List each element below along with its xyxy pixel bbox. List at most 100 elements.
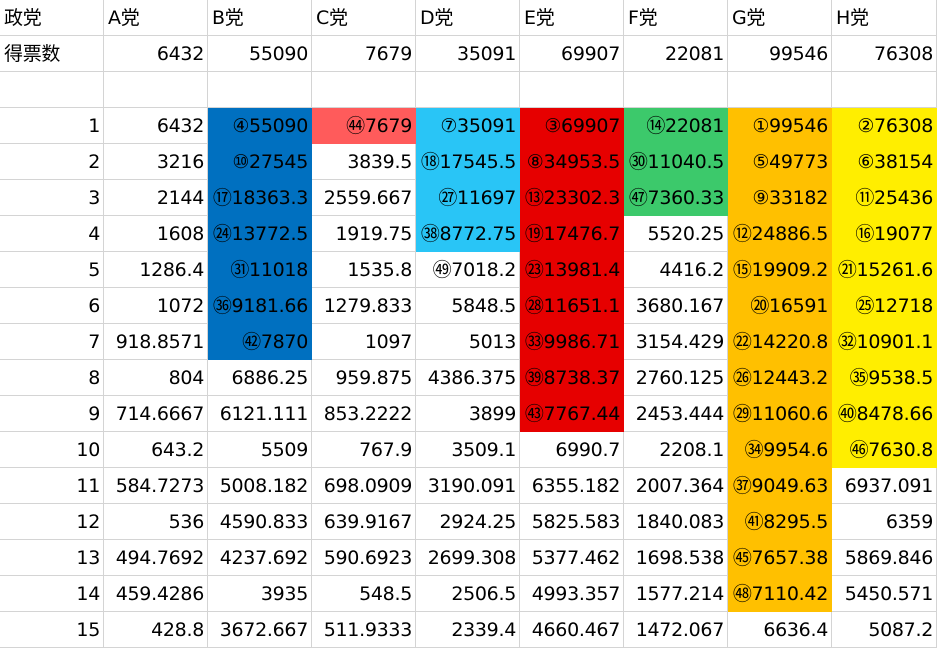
quotient-cell[interactable]: ㊻7630.8 — [832, 432, 937, 468]
quotient-cell[interactable]: 2339.4 — [416, 612, 520, 648]
quotient-cell[interactable]: ㊺7657.38 — [728, 540, 832, 576]
quotient-cell[interactable]: ①99546 — [728, 108, 832, 144]
quotient-cell[interactable]: 6359 — [832, 504, 937, 540]
quotient-cell[interactable]: 3899 — [416, 396, 520, 432]
quotient-cell[interactable]: 6990.7 — [520, 432, 624, 468]
quotient-cell[interactable]: 5520.25 — [624, 216, 728, 252]
quotient-cell[interactable]: 3190.091 — [416, 468, 520, 504]
quotient-cell[interactable]: ⑮19909.2 — [728, 252, 832, 288]
quotient-cell[interactable]: ㉖12443.2 — [728, 360, 832, 396]
quotient-cell[interactable]: ㉘11651.1 — [520, 288, 624, 324]
row-index-cell[interactable]: 6 — [0, 288, 104, 324]
quotient-cell[interactable]: 4993.357 — [520, 576, 624, 612]
quotient-cell[interactable]: ㊼7360.33 — [624, 180, 728, 216]
votes-value-cell[interactable]: 7679 — [312, 36, 416, 72]
quotient-cell[interactable]: 3680.167 — [624, 288, 728, 324]
quotient-cell[interactable]: 3509.1 — [416, 432, 520, 468]
quotient-cell[interactable]: ⑨33182 — [728, 180, 832, 216]
quotient-cell[interactable]: 5013 — [416, 324, 520, 360]
quotient-cell[interactable]: 1072 — [104, 288, 208, 324]
quotient-cell[interactable]: 853.2222 — [312, 396, 416, 432]
party-header-cell[interactable]: F党 — [624, 0, 728, 36]
empty-cell[interactable] — [624, 72, 728, 108]
empty-cell[interactable] — [832, 72, 937, 108]
quotient-cell[interactable]: ㉓13981.4 — [520, 252, 624, 288]
quotient-cell[interactable]: 1535.8 — [312, 252, 416, 288]
quotient-cell[interactable]: ㊷7870 — [208, 324, 312, 360]
empty-cell[interactable] — [104, 72, 208, 108]
quotient-cell[interactable]: 1608 — [104, 216, 208, 252]
quotient-cell[interactable]: ②76308 — [832, 108, 937, 144]
quotient-cell[interactable]: ㉛11018 — [208, 252, 312, 288]
row-index-cell[interactable]: 1 — [0, 108, 104, 144]
row-index-cell[interactable]: 8 — [0, 360, 104, 396]
quotient-cell[interactable]: ㊶8295.5 — [728, 504, 832, 540]
row-index-cell[interactable]: 10 — [0, 432, 104, 468]
quotient-cell[interactable]: 2559.667 — [312, 180, 416, 216]
quotient-cell[interactable]: 5450.571 — [832, 576, 937, 612]
quotient-cell[interactable]: 6121.111 — [208, 396, 312, 432]
quotient-cell[interactable]: ㊲9049.63 — [728, 468, 832, 504]
quotient-cell[interactable]: ⑱17545.5 — [416, 144, 520, 180]
quotient-cell[interactable]: 494.7692 — [104, 540, 208, 576]
quotient-cell[interactable]: ⑥38154 — [832, 144, 937, 180]
quotient-cell[interactable]: ㉙11060.6 — [728, 396, 832, 432]
row-index-cell[interactable]: 13 — [0, 540, 104, 576]
quotient-cell[interactable]: 4660.467 — [520, 612, 624, 648]
votes-value-cell[interactable]: 69907 — [520, 36, 624, 72]
quotient-cell[interactable]: ⑫24886.5 — [728, 216, 832, 252]
votes-value-cell[interactable]: 6432 — [104, 36, 208, 72]
quotient-cell[interactable]: 698.0909 — [312, 468, 416, 504]
quotient-cell[interactable]: 804 — [104, 360, 208, 396]
quotient-cell[interactable]: 3839.5 — [312, 144, 416, 180]
quotient-cell[interactable]: 5869.846 — [832, 540, 937, 576]
quotient-cell[interactable]: ㉝9986.71 — [520, 324, 624, 360]
quotient-cell[interactable]: 1919.75 — [312, 216, 416, 252]
quotient-cell[interactable]: ⑰18363.3 — [208, 180, 312, 216]
party-header-cell[interactable]: G党 — [728, 0, 832, 36]
quotient-cell[interactable]: 4590.833 — [208, 504, 312, 540]
quotient-cell[interactable]: 1279.833 — [312, 288, 416, 324]
quotient-cell[interactable]: 643.2 — [104, 432, 208, 468]
row-index-cell[interactable]: 11 — [0, 468, 104, 504]
quotient-cell[interactable]: 1840.083 — [624, 504, 728, 540]
quotient-cell[interactable]: 6886.25 — [208, 360, 312, 396]
quotient-cell[interactable]: 2760.125 — [624, 360, 728, 396]
quotient-cell[interactable]: 4237.692 — [208, 540, 312, 576]
row-index-cell[interactable]: 4 — [0, 216, 104, 252]
party-header-cell[interactable]: E党 — [520, 0, 624, 36]
quotient-cell[interactable]: ㊱9181.66 — [208, 288, 312, 324]
party-header-cell[interactable]: A党 — [104, 0, 208, 36]
quotient-cell[interactable]: 2144 — [104, 180, 208, 216]
quotient-cell[interactable]: ㉒14220.8 — [728, 324, 832, 360]
votes-value-cell[interactable]: 22081 — [624, 36, 728, 72]
empty-cell[interactable] — [208, 72, 312, 108]
empty-cell[interactable] — [728, 72, 832, 108]
quotient-cell[interactable]: 3672.667 — [208, 612, 312, 648]
quotient-cell[interactable]: 3154.429 — [624, 324, 728, 360]
quotient-cell[interactable]: ㉗11697 — [416, 180, 520, 216]
quotient-cell[interactable]: ㊾7018.2 — [416, 252, 520, 288]
quotient-cell[interactable]: 3935 — [208, 576, 312, 612]
quotient-cell[interactable]: ㊴8738.37 — [520, 360, 624, 396]
quotient-cell[interactable]: 2453.444 — [624, 396, 728, 432]
votes-value-cell[interactable]: 35091 — [416, 36, 520, 72]
quotient-cell[interactable]: 548.5 — [312, 576, 416, 612]
party-header-cell[interactable]: C党 — [312, 0, 416, 36]
quotient-cell[interactable]: 4416.2 — [624, 252, 728, 288]
quotient-cell[interactable]: 5087.2 — [832, 612, 937, 648]
quotient-cell[interactable]: 1097 — [312, 324, 416, 360]
votes-value-cell[interactable]: 99546 — [728, 36, 832, 72]
quotient-cell[interactable]: 5825.583 — [520, 504, 624, 540]
quotient-cell[interactable]: ㉔13772.5 — [208, 216, 312, 252]
quotient-cell[interactable]: 2208.1 — [624, 432, 728, 468]
votes-label-cell[interactable]: 得票数 — [0, 36, 104, 72]
quotient-cell[interactable]: 536 — [104, 504, 208, 540]
quotient-cell[interactable]: 1698.538 — [624, 540, 728, 576]
row-index-cell[interactable]: 7 — [0, 324, 104, 360]
row-index-cell[interactable]: 2 — [0, 144, 104, 180]
votes-value-cell[interactable]: 76308 — [832, 36, 937, 72]
quotient-cell[interactable]: ⑳16591 — [728, 288, 832, 324]
quotient-cell[interactable]: ⑦35091 — [416, 108, 520, 144]
quotient-cell[interactable]: 5377.462 — [520, 540, 624, 576]
